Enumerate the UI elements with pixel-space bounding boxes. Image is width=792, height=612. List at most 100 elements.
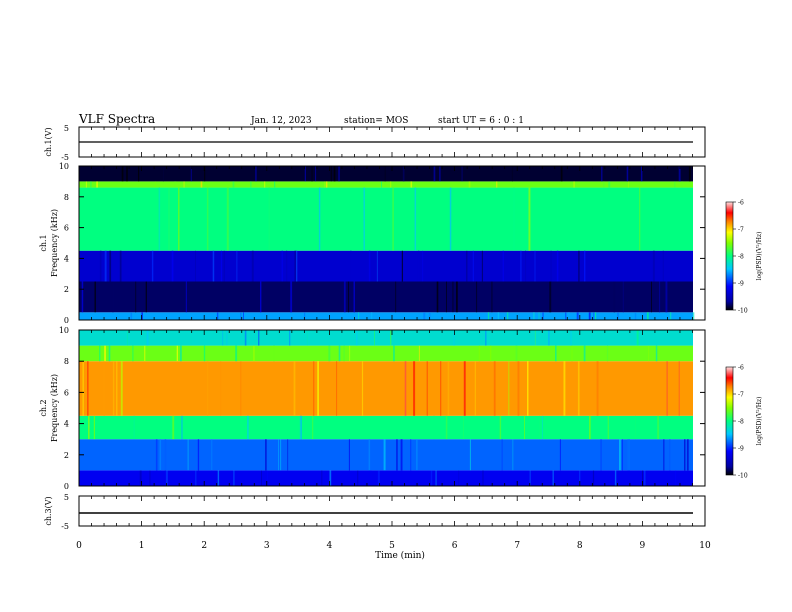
spectrogram-streak — [350, 250, 352, 282]
spectrogram-streak — [506, 312, 509, 320]
spectrogram-streak — [312, 415, 314, 440]
spectrogram-streak — [251, 250, 254, 282]
spectrogram-streak — [265, 439, 267, 471]
spectrogram-streak — [336, 361, 338, 416]
spectrogram-streak — [236, 250, 238, 282]
spectrogram-streak — [329, 470, 332, 486]
spectrogram-streak — [466, 250, 468, 282]
spectrogram-streak — [600, 439, 602, 471]
xtick-label: 3 — [264, 541, 270, 551]
spectrogram-streak — [542, 312, 544, 320]
spectrogram-streak — [463, 415, 464, 440]
spectrogram-streak — [496, 181, 498, 188]
spectrogram-streak — [286, 250, 288, 282]
spectrogram-streak — [417, 250, 420, 282]
spectrogram-streak — [313, 361, 315, 416]
spectrogram-streak — [294, 250, 297, 282]
spectrogram-streak — [247, 415, 249, 440]
spectrogram-streak — [325, 181, 328, 188]
spectrogram-streak — [240, 312, 242, 320]
spectrogram-streak — [99, 345, 101, 362]
spectrogram-streak — [433, 166, 436, 182]
spectrogram-streak — [356, 330, 358, 346]
spectrogram-streak — [675, 470, 677, 486]
spectrogram-streak — [499, 415, 502, 440]
spectrogram-streak — [669, 312, 672, 320]
colorbar-tick-label: -10 — [738, 308, 748, 315]
spectrogram-streak — [639, 187, 641, 251]
spectrogram-streak — [226, 187, 229, 251]
spectrogram-streak — [533, 312, 535, 320]
ch2-colorbar-ticks: -6 -7 -8 -9 -10 — [733, 365, 748, 480]
spectrogram-streak — [112, 361, 115, 416]
ch1-waveform-ylabel: ch.1(V) — [44, 127, 53, 156]
spectrogram-streak — [447, 361, 450, 416]
spectrogram-streak — [686, 439, 689, 471]
spectrogram-streak — [195, 250, 196, 282]
spectrogram-streak — [651, 281, 652, 313]
spectrogram-streak — [593, 312, 595, 320]
spectrogram-streak — [410, 439, 412, 471]
colorbar-tick-label: -10 — [738, 473, 748, 480]
spectrogram-streak — [216, 312, 219, 320]
spectrogram-streak — [363, 187, 365, 251]
xtick-label: 8 — [577, 541, 583, 551]
ch1-waveform-panel: 5 -5 ch.1(V) — [44, 124, 706, 162]
spectrogram-streak — [583, 345, 586, 362]
spectrogram-streak — [474, 361, 476, 416]
spectrogram-streak — [642, 470, 643, 486]
spectrogram-streak — [195, 470, 197, 486]
spectrogram-streak — [392, 187, 394, 251]
spectrogram-streak — [343, 281, 346, 313]
spectrogram-streak — [603, 181, 605, 188]
spectrogram-streak — [440, 361, 442, 416]
colorbar-tick-label: -8 — [738, 254, 744, 261]
time-axis-label: Time (min) — [375, 550, 425, 561]
ytick-label: 0 — [64, 482, 69, 491]
spectrogram-band-4 — [79, 181, 693, 188]
spectrogram-streak — [311, 166, 313, 182]
spectrogram-streak — [396, 439, 398, 471]
spectrogram-streak — [99, 250, 102, 282]
spectrogram-streak — [640, 166, 643, 182]
spectrogram-streak — [174, 181, 177, 188]
spectrogram-streak — [126, 330, 128, 346]
spectrogram-streak — [162, 166, 164, 182]
spectrogram-streak — [274, 181, 276, 188]
spectrogram-streak — [212, 250, 215, 282]
spectrogram-streak — [663, 439, 665, 471]
spectrogram-streak — [240, 361, 242, 416]
spectrogram-streak — [280, 439, 282, 471]
spectrogram-streak — [458, 470, 460, 486]
spectrogram-streak — [512, 439, 514, 471]
spectrogram-streak — [550, 250, 552, 282]
colorbar-tick-label: -9 — [738, 281, 744, 288]
spectrogram-streak — [190, 166, 192, 182]
spectrogram-streak — [146, 330, 149, 346]
spectrogram-streak — [481, 250, 483, 282]
spectrogram-band-4 — [79, 345, 693, 362]
ch2-spectrogram-image — [79, 330, 705, 486]
xtick-label: 10 — [699, 541, 711, 551]
spectrogram-streak — [358, 312, 360, 320]
spectrogram-streak — [338, 166, 340, 182]
spectrogram-streak — [634, 312, 637, 320]
spectrogram-streak — [172, 415, 175, 440]
spectrogram-streak — [482, 470, 484, 486]
xtick-label: 6 — [452, 541, 458, 551]
spectrogram-streak — [112, 281, 114, 313]
spectrogram-streak — [267, 470, 268, 486]
ytick-label: 6 — [64, 224, 69, 233]
spectrogram-streak — [273, 345, 275, 362]
spectrogram-streak — [502, 250, 504, 282]
spectrogram-streak — [116, 361, 118, 416]
spectrogram-streak — [138, 166, 140, 182]
spectrogram-streak — [287, 439, 289, 471]
spectrogram-streak — [155, 181, 156, 188]
ytick-label: 0 — [64, 316, 69, 325]
spectrogram-streak — [614, 470, 617, 486]
spectrogram-streak — [646, 312, 649, 320]
spectrogram-streak — [657, 415, 660, 440]
spectrogram-band-1 — [79, 439, 693, 471]
